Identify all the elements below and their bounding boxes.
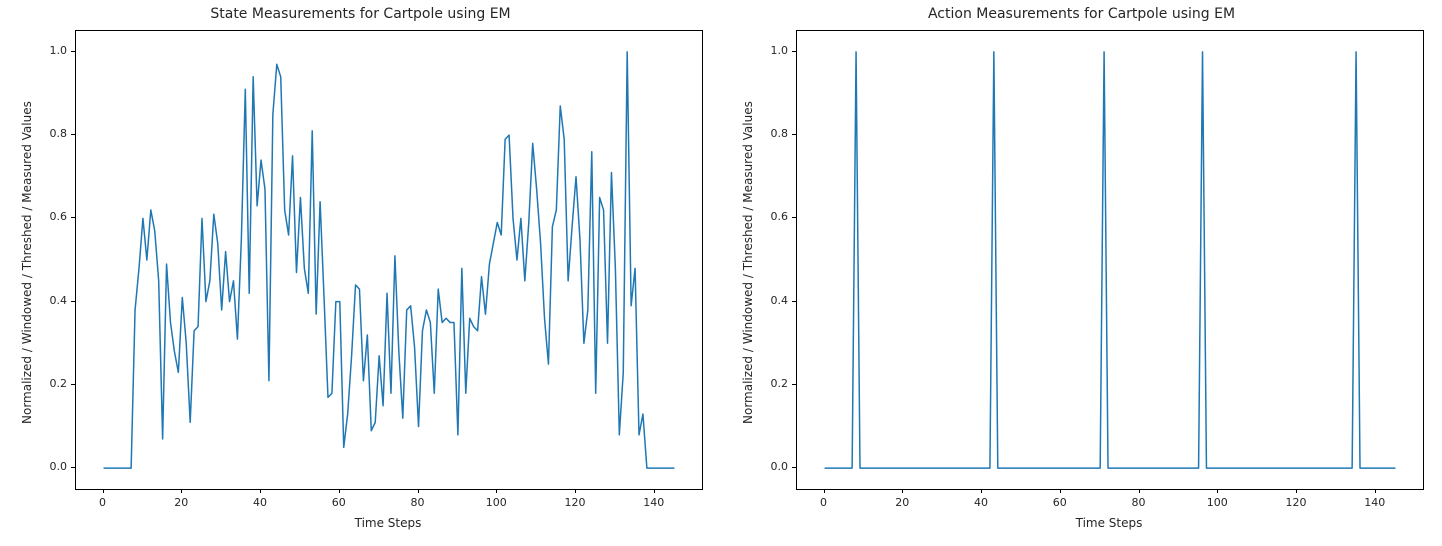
y-tick	[792, 467, 796, 468]
y-tick-label: 0.4	[758, 294, 788, 307]
y-tick	[71, 301, 75, 302]
y-tick-label: 0.8	[758, 127, 788, 140]
y-tick-label: 0.0	[758, 460, 788, 473]
axes-frame	[75, 30, 703, 490]
x-tick	[496, 489, 497, 493]
x-tick-label: 80	[1127, 496, 1151, 509]
x-tick	[981, 489, 982, 493]
y-tick	[792, 301, 796, 302]
x-tick	[339, 489, 340, 493]
y-tick	[792, 134, 796, 135]
x-tick-label: 120	[563, 496, 587, 509]
x-tick	[824, 489, 825, 493]
x-tick-label: 20	[890, 496, 914, 509]
line-plot	[797, 31, 1423, 489]
y-tick	[71, 467, 75, 468]
x-tick	[260, 489, 261, 493]
x-tick-label: 140	[1363, 496, 1387, 509]
x-tick-label: 20	[169, 496, 193, 509]
x-tick-label: 40	[248, 496, 272, 509]
x-tick-label: 60	[1048, 496, 1072, 509]
y-tick-label: 0.6	[758, 210, 788, 223]
y-tick-label: 0.4	[37, 294, 67, 307]
axes-frame	[796, 30, 1424, 490]
y-tick	[71, 51, 75, 52]
action-subplot: Action Measurements for Cartpole using E…	[721, 0, 1442, 546]
data-line	[825, 52, 1396, 468]
x-axis-label: Time Steps	[75, 516, 701, 530]
x-tick	[1217, 489, 1218, 493]
y-tick-label: 0.8	[37, 127, 67, 140]
y-tick	[71, 384, 75, 385]
line-plot	[76, 31, 702, 489]
x-tick	[1296, 489, 1297, 493]
x-tick	[1139, 489, 1140, 493]
x-tick	[1060, 489, 1061, 493]
x-tick-label: 120	[1284, 496, 1308, 509]
chart-title: State Measurements for Cartpole using EM	[0, 6, 721, 22]
state-subplot: State Measurements for Cartpole using EM…	[0, 0, 721, 546]
y-tick	[792, 217, 796, 218]
y-tick	[71, 134, 75, 135]
x-tick-label: 140	[642, 496, 666, 509]
y-tick-label: 1.0	[758, 44, 788, 57]
y-tick-label: 1.0	[37, 44, 67, 57]
data-line	[104, 52, 675, 468]
y-tick	[71, 217, 75, 218]
x-tick-label: 0	[91, 496, 115, 509]
y-tick	[792, 51, 796, 52]
x-tick	[1375, 489, 1376, 493]
x-tick-label: 100	[1205, 496, 1229, 509]
figure: State Measurements for Cartpole using EM…	[0, 0, 1442, 546]
chart-title: Action Measurements for Cartpole using E…	[721, 6, 1442, 22]
y-tick-label: 0.2	[37, 377, 67, 390]
x-axis-label: Time Steps	[796, 516, 1422, 530]
x-tick	[181, 489, 182, 493]
x-tick	[654, 489, 655, 493]
y-axis-label: Normalized / Windowed / Threshed / Measu…	[741, 101, 755, 424]
y-tick-label: 0.2	[758, 377, 788, 390]
y-axis-label: Normalized / Windowed / Threshed / Measu…	[20, 101, 34, 424]
x-tick	[575, 489, 576, 493]
x-tick	[103, 489, 104, 493]
x-tick	[418, 489, 419, 493]
x-tick-label: 40	[969, 496, 993, 509]
x-tick-label: 60	[327, 496, 351, 509]
y-tick	[792, 384, 796, 385]
x-tick-label: 80	[406, 496, 430, 509]
x-tick	[902, 489, 903, 493]
y-tick-label: 0.6	[37, 210, 67, 223]
x-tick-label: 100	[484, 496, 508, 509]
x-tick-label: 0	[812, 496, 836, 509]
y-tick-label: 0.0	[37, 460, 67, 473]
